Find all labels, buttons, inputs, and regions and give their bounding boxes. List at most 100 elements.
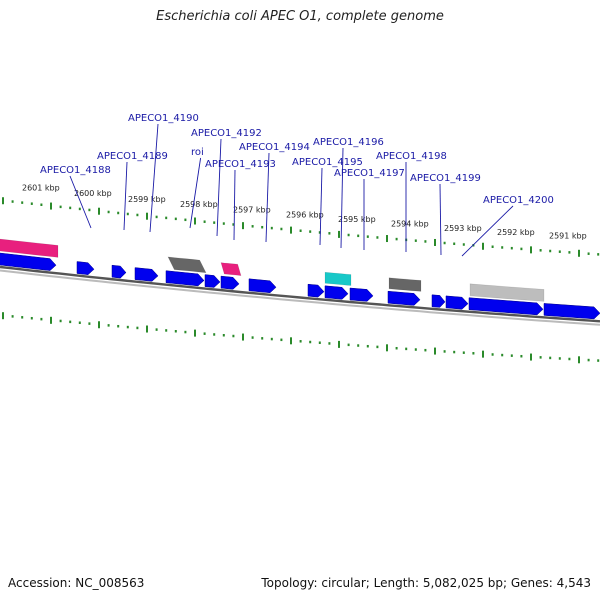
label-leader (149, 123, 159, 233)
outer-tick (261, 225, 264, 229)
scale-label: 2598 kbp (180, 200, 218, 209)
scale-label: 2597 kbp (233, 205, 271, 214)
inner-tick (338, 340, 340, 348)
label-leader (123, 161, 128, 231)
inner-tick (395, 346, 398, 350)
label-leader (69, 175, 92, 229)
inner-tick (443, 350, 446, 353)
scale-label: 2599 kbp (128, 195, 166, 204)
feature-box (469, 283, 545, 302)
feature-box (167, 256, 207, 274)
inner-tick (472, 352, 475, 355)
inner-tick (318, 341, 321, 344)
outer-tick (213, 221, 216, 224)
inner-tick (50, 316, 52, 324)
inner-tick (299, 340, 302, 343)
outer-tick (21, 201, 24, 204)
outer-tick (482, 242, 484, 250)
inner-tick (40, 317, 43, 321)
inner-tick (203, 332, 206, 335)
inner-tick (232, 334, 235, 338)
gene-arrow (248, 278, 277, 294)
outer-tick (338, 230, 340, 238)
inner-tick (222, 333, 225, 337)
gene-arrow (543, 303, 600, 320)
outer-tick (318, 231, 321, 234)
gene-arrow (387, 290, 421, 306)
backbone-shadow (0, 269, 600, 326)
outer-tick (558, 250, 561, 253)
gene-arrow (324, 285, 349, 300)
label-leader (189, 157, 202, 229)
gene-arrow (468, 297, 544, 316)
gene-label: APECO1_4197 (334, 168, 405, 179)
outer-tick (578, 249, 580, 257)
outer-tick (30, 202, 33, 205)
inner-tick (126, 325, 129, 329)
outer-tick (11, 200, 14, 203)
outer-tick (462, 243, 465, 246)
gene-arrow (307, 283, 325, 298)
label-leader (461, 205, 514, 257)
inner-tick (155, 328, 158, 331)
inner-tick (146, 325, 148, 333)
inner-tick (88, 322, 91, 325)
inner-tick (194, 329, 196, 337)
feature-track (0, 238, 545, 302)
outer-tick (251, 225, 254, 228)
gene-label: APECO1_4190 (128, 113, 199, 124)
outer-tick (146, 212, 148, 220)
inner-tick (491, 353, 494, 356)
outer-tick (453, 242, 456, 246)
inner-tick (539, 356, 542, 359)
outer-tick (165, 216, 168, 220)
outer-tick (88, 208, 91, 212)
outer-tick (395, 237, 398, 241)
label-leader (340, 147, 344, 249)
outer-tick (491, 245, 494, 248)
feature-box (388, 277, 422, 292)
inner-tick (405, 347, 408, 351)
gene-track (0, 252, 600, 320)
inner-tick (309, 340, 312, 344)
outer-tick (69, 206, 72, 210)
outer-tick (434, 238, 436, 246)
inner-tick (453, 350, 456, 354)
gene-label: APECO1_4193 (205, 159, 276, 170)
outer-tick (597, 253, 600, 256)
inner-tick (328, 342, 331, 345)
inner-tick (530, 353, 532, 361)
gene-arrow (349, 287, 374, 302)
inner-tick (578, 356, 580, 364)
inner-tick (261, 337, 264, 340)
scale-label: 2592 kbp (497, 228, 535, 237)
inner-tick (376, 345, 379, 349)
gene-arrow (445, 295, 469, 310)
outer-tick (414, 239, 417, 242)
scale-label: 2596 kbp (286, 210, 324, 219)
inner-tick (2, 312, 4, 320)
label-leader (265, 152, 270, 243)
outer-tick (270, 226, 273, 230)
gene-label: APECO1_4189 (97, 151, 168, 162)
inner-tick (558, 357, 561, 360)
label-leader (216, 138, 222, 237)
gene-arrow (76, 261, 95, 275)
inner-tick (11, 315, 14, 318)
outer-tick (2, 197, 4, 205)
inner-tick (520, 354, 523, 358)
outer-tick (376, 236, 379, 239)
gene-label: roi (191, 147, 204, 158)
scale-label: 2595 kbp (338, 215, 376, 224)
inner-tick (174, 329, 177, 333)
feature-box (220, 262, 242, 276)
outer-tick (78, 207, 81, 211)
label-leader (233, 169, 236, 241)
gene-label: APECO1_4195 (292, 157, 363, 168)
outer-tick (280, 227, 283, 231)
outer-tick (222, 222, 225, 225)
outer-tick (501, 246, 504, 249)
gene-arrow (134, 267, 159, 282)
gene-arrow (165, 270, 205, 287)
outer-tick-track (2, 197, 600, 257)
